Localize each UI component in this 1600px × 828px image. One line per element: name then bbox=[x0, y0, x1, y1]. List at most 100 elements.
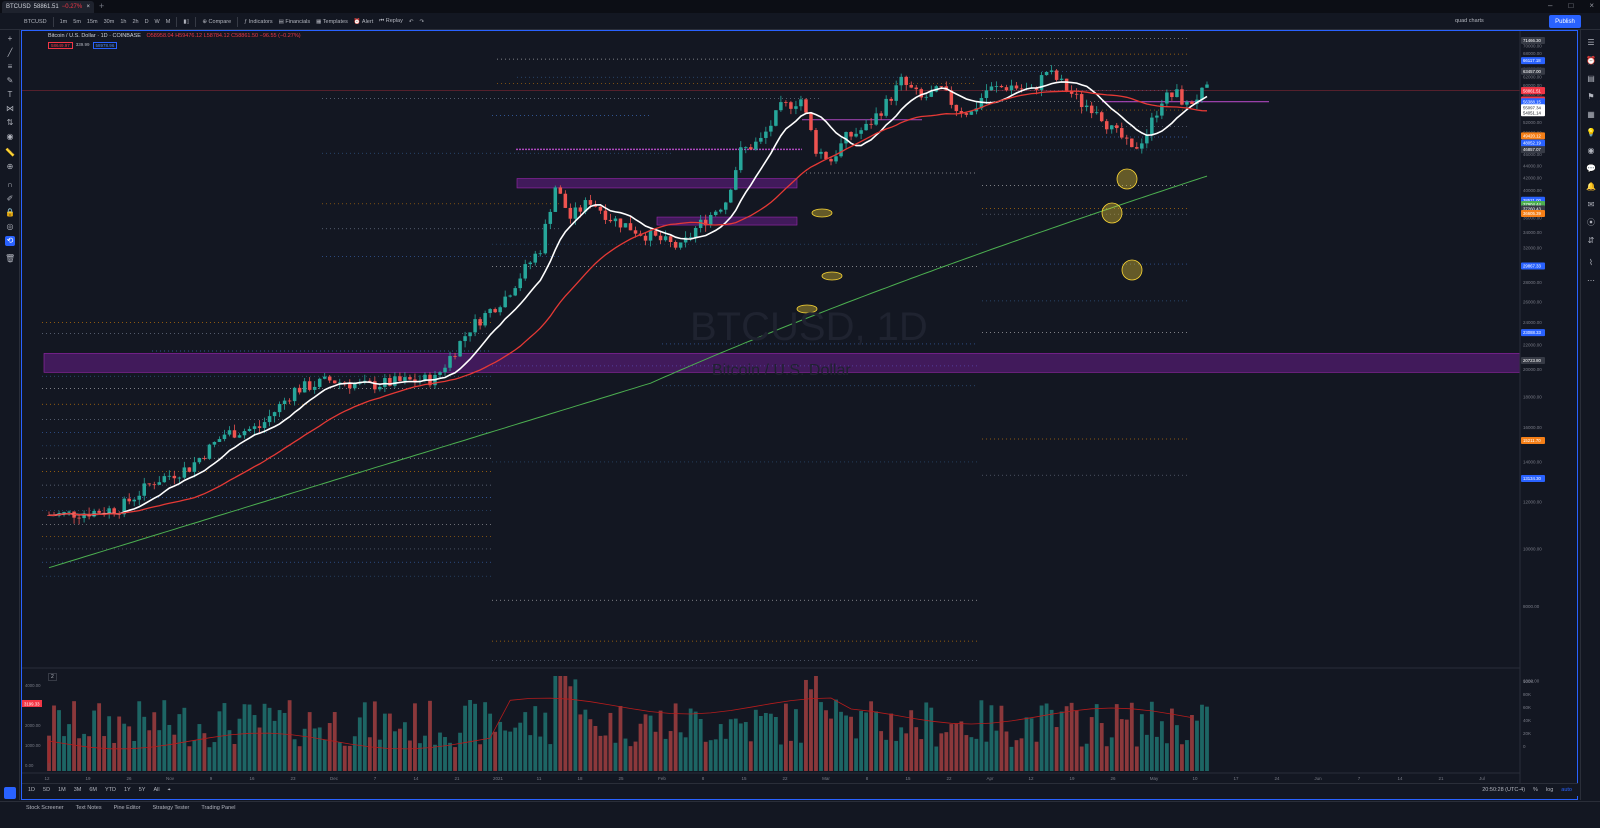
range-ytd[interactable]: YTD bbox=[104, 787, 116, 793]
text-icon[interactable]: T bbox=[7, 90, 13, 99]
interval-1m[interactable]: 1m bbox=[59, 18, 68, 25]
trash-icon[interactable]: 🗑 bbox=[5, 254, 16, 263]
data-window-icon[interactable]: ▤ bbox=[1587, 74, 1595, 83]
replay-button[interactable]: ⏮ Replay bbox=[379, 18, 403, 24]
crosshair-icon[interactable]: + bbox=[7, 34, 13, 43]
tab-trading-panel[interactable]: Trading Panel bbox=[201, 805, 236, 811]
candle-body bbox=[894, 85, 898, 101]
volume-bar bbox=[107, 716, 112, 771]
calendar-icon[interactable]: ▦ bbox=[1587, 110, 1595, 119]
close-window-icon[interactable]: × bbox=[1589, 1, 1594, 10]
volume-bar bbox=[573, 679, 578, 771]
percent-toggle[interactable]: % bbox=[1533, 787, 1538, 793]
forecast-icon[interactable]: ⇅ bbox=[6, 118, 14, 127]
log-toggle[interactable]: log bbox=[1545, 787, 1554, 793]
price-axis-label: 44000.00 bbox=[1523, 163, 1542, 168]
time-axis-label: 14 bbox=[1397, 776, 1403, 781]
interval-2h[interactable]: 2h bbox=[132, 18, 139, 25]
candle-body bbox=[1114, 125, 1119, 129]
volume-bar bbox=[67, 724, 71, 771]
financials-button[interactable]: ▤ Financials bbox=[278, 18, 311, 25]
watchlist-icon[interactable]: ☰ bbox=[1587, 38, 1595, 47]
compare-button[interactable]: ⊕ Compare bbox=[202, 18, 232, 25]
tradingview-logo-icon[interactable] bbox=[4, 787, 16, 799]
ruler-icon[interactable]: 📏 bbox=[5, 148, 15, 157]
interval-d[interactable]: D bbox=[144, 18, 149, 25]
interval-m[interactable]: M bbox=[165, 18, 171, 25]
candle-body bbox=[814, 130, 818, 154]
volume-legend[interactable]: 2 bbox=[48, 673, 57, 681]
volume-bar bbox=[137, 701, 142, 771]
range-5y[interactable]: 5Y bbox=[138, 787, 146, 793]
auto-toggle[interactable]: auto bbox=[1561, 787, 1572, 793]
sync-icon[interactable]: ⟲ bbox=[5, 236, 15, 246]
price-chart[interactable]: 72000.0070000.0068000.0066000.0064000.00… bbox=[22, 31, 1578, 783]
volume-bar bbox=[1024, 717, 1029, 771]
candle-body bbox=[769, 125, 773, 132]
zoom-icon[interactable]: ⊕ bbox=[6, 162, 14, 171]
tab-pine-editor[interactable]: Pine Editor bbox=[113, 805, 141, 811]
range-1m[interactable]: 1M bbox=[58, 787, 66, 793]
clock[interactable]: 20:50:28 (UTC-4) bbox=[1482, 787, 1526, 793]
maximize-icon[interactable]: □ bbox=[1568, 1, 1574, 10]
fib-icon[interactable]: ≡ bbox=[7, 62, 13, 71]
dom-icon[interactable]: ⌇ bbox=[1589, 258, 1593, 267]
range-5d[interactable]: 5D bbox=[43, 787, 51, 793]
price-axis-label: 32000.00 bbox=[1523, 246, 1542, 251]
eye-icon[interactable]: ◉ bbox=[6, 132, 14, 141]
price-axis-label: 58000.00 bbox=[1523, 92, 1542, 97]
range-1y[interactable]: 1Y bbox=[123, 787, 131, 793]
interval-15m[interactable]: 15m bbox=[86, 18, 98, 25]
redo-icon[interactable]: ↷ bbox=[419, 18, 425, 25]
browser-tab[interactable]: BTCUSD 58861.51 −0.27% × bbox=[2, 1, 94, 13]
alert-button[interactable]: ⏰ Alert bbox=[353, 18, 374, 25]
pencil-lock-icon[interactable]: ✐ bbox=[6, 194, 14, 203]
new-tab-button[interactable]: + bbox=[99, 1, 105, 11]
streams-icon[interactable]: ◉ bbox=[1587, 146, 1595, 155]
symbol-search[interactable]: BTCUSD bbox=[24, 18, 47, 25]
range-6m[interactable]: 6M bbox=[89, 787, 97, 793]
publish-button[interactable]: Publish bbox=[1549, 15, 1581, 28]
hotlist-icon[interactable]: ⚑ bbox=[1587, 92, 1595, 101]
lock-icon[interactable]: 🔒 bbox=[5, 208, 15, 217]
visibility-icon[interactable]: ◎ bbox=[6, 222, 14, 231]
chat-icon[interactable]: 💬 bbox=[1586, 164, 1596, 173]
tab-text-notes[interactable]: Text Notes bbox=[75, 805, 102, 811]
notifications-icon[interactable]: 🔔 bbox=[1586, 182, 1596, 191]
volume-bar bbox=[909, 710, 914, 771]
volume-bar bbox=[162, 700, 167, 771]
pattern-icon[interactable]: ⋈ bbox=[6, 104, 14, 113]
alerts-icon[interactable]: ⏰ bbox=[1586, 56, 1596, 65]
range-all[interactable]: All bbox=[153, 787, 160, 793]
more-icon[interactable]: ⋯ bbox=[1587, 276, 1595, 285]
volume-axis-label: 20K bbox=[1523, 731, 1531, 736]
ideas-icon[interactable]: 💡 bbox=[1586, 128, 1596, 137]
close-icon[interactable]: × bbox=[86, 4, 90, 10]
tab-stock-screener[interactable]: Stock Screener bbox=[26, 805, 64, 811]
broadcast-icon[interactable]: ⦿ bbox=[1587, 218, 1595, 227]
price-tag bbox=[1521, 57, 1545, 65]
interval-w[interactable]: W bbox=[154, 18, 160, 25]
volume-bar bbox=[1159, 721, 1164, 771]
order-panel-icon[interactable]: ⇵ bbox=[1587, 236, 1595, 245]
goto-date-icon[interactable]: ⌖ bbox=[167, 786, 171, 793]
interval-30m[interactable]: 30m bbox=[103, 18, 115, 25]
tab-strategy-tester[interactable]: Strategy Tester bbox=[152, 805, 190, 811]
indicators-button[interactable]: ƒ Indicators bbox=[244, 18, 273, 25]
interval-1h[interactable]: 1h bbox=[120, 18, 127, 25]
range-3m[interactable]: 3M bbox=[73, 787, 82, 793]
messages-icon[interactable]: ✉ bbox=[1587, 200, 1595, 209]
volume-bar bbox=[613, 742, 618, 771]
undo-icon[interactable]: ↶ bbox=[408, 18, 414, 25]
chart-type-icon[interactable]: ▮▯ bbox=[183, 18, 190, 25]
interval-5m[interactable]: 5m bbox=[73, 18, 81, 25]
trendline-icon[interactable]: ╱ bbox=[7, 48, 13, 57]
brush-icon[interactable]: ✎ bbox=[6, 76, 14, 85]
layout-name[interactable]: quad charts bbox=[1455, 18, 1484, 24]
volume-bar bbox=[112, 742, 117, 771]
templates-button[interactable]: ▦ Templates bbox=[316, 18, 348, 25]
minimize-icon[interactable]: – bbox=[1548, 1, 1553, 10]
candle-body bbox=[784, 102, 788, 103]
magnet-icon[interactable]: ∩ bbox=[7, 180, 13, 189]
range-1d[interactable]: 1D bbox=[28, 787, 36, 793]
